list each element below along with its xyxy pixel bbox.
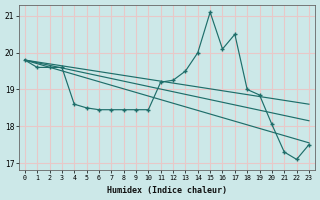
X-axis label: Humidex (Indice chaleur): Humidex (Indice chaleur) [107,186,227,195]
